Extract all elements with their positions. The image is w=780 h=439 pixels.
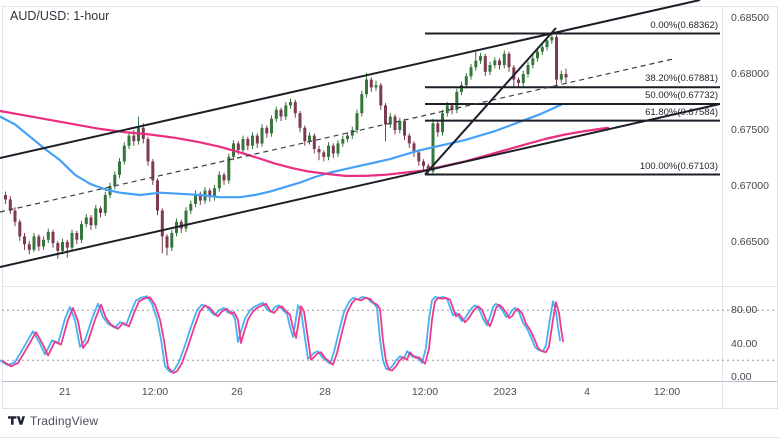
stoch-tick: 80.00 bbox=[731, 304, 758, 317]
stoch-tick: 0.00 bbox=[731, 371, 752, 383]
fib-label-0[interactable]: 0.00%(0.68362) bbox=[650, 19, 718, 31]
symbol-title: AUD/USD: 1-hour bbox=[10, 9, 110, 23]
time-tick: 12:00 bbox=[653, 386, 681, 398]
fib-label-50[interactable]: 50.00%(0.67732) bbox=[645, 90, 718, 101]
tradingview-mark-icon bbox=[8, 416, 25, 425]
fib-label-100[interactable]: 100.00%(0.67103) bbox=[639, 160, 718, 172]
price-tick: 0.68000 bbox=[731, 68, 769, 80]
time-tick: 4 bbox=[584, 386, 590, 398]
price-tick: 0.66500 bbox=[731, 236, 769, 248]
price-tick: 0.67000 bbox=[731, 180, 769, 192]
time-tick: 26 bbox=[231, 386, 243, 398]
fib-label-38[interactable]: 38.20%(0.67881) bbox=[645, 73, 718, 85]
time-tick: 12:00 bbox=[141, 386, 169, 398]
tradingview-logo[interactable]: TradingView bbox=[8, 413, 98, 428]
stoch-tick: 40.00 bbox=[731, 337, 758, 350]
time-tick: 12:00 bbox=[411, 386, 439, 398]
price-tick: 0.67500 bbox=[731, 124, 769, 136]
fib-label-61[interactable]: 61.80%(0.67584) bbox=[645, 106, 718, 118]
price-tick: 0.68500 bbox=[731, 12, 769, 24]
time-tick: 21 bbox=[59, 386, 71, 398]
time-tick: 28 bbox=[319, 386, 331, 398]
tradingview-brand-text: TradingView bbox=[30, 413, 99, 428]
time-tick: 2023 bbox=[493, 386, 517, 398]
